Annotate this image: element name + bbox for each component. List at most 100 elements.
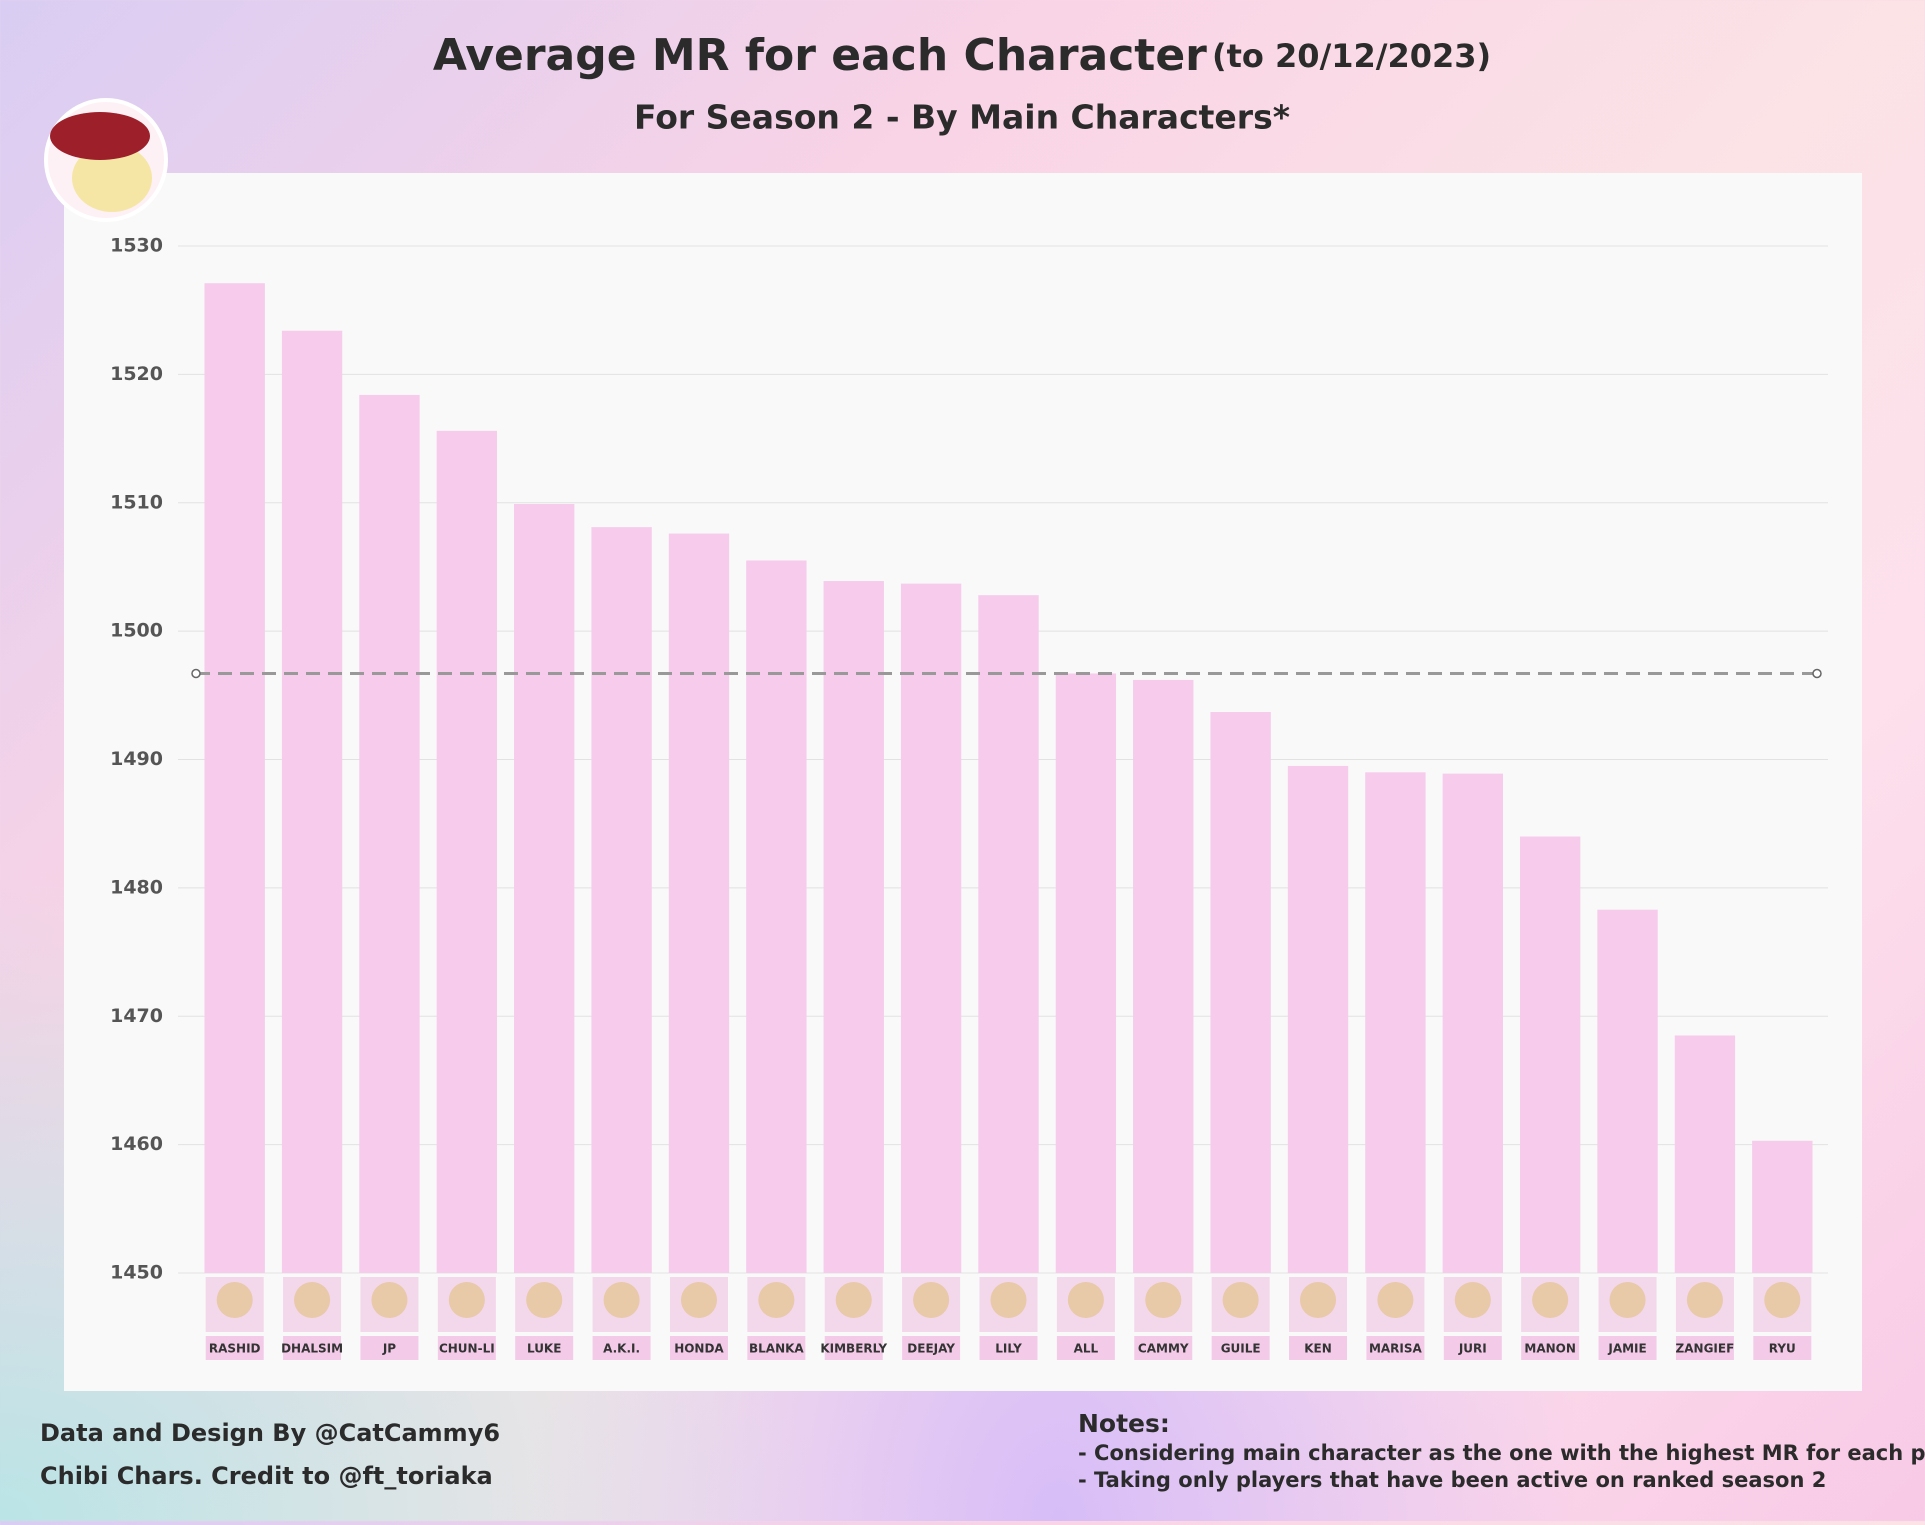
character-head [913, 1282, 950, 1318]
label-box [1675, 1336, 1734, 1360]
label-box [1598, 1336, 1657, 1360]
x-tick-label: JURI [1458, 1342, 1487, 1356]
bar [1597, 909, 1658, 1273]
x-tick-label: LILY [995, 1342, 1022, 1356]
label-box [1753, 1336, 1812, 1360]
label-box [902, 1336, 961, 1360]
plot: 1450 1460 1470 1480 1490 1500 1510 1520 1530 RASH… [110, 235, 1828, 1360]
label-box [824, 1336, 883, 1360]
x-tick-label: LUKE [527, 1342, 561, 1356]
character-head [1686, 1282, 1723, 1318]
bar [359, 394, 420, 1273]
character-head [1764, 1282, 1801, 1318]
credit-chibi: Chibi Chars. Credit to @ft_toriaka [40, 1462, 493, 1490]
title-date: (to 20/12/2023) [1212, 37, 1491, 75]
bar [1519, 836, 1581, 1273]
character-head [216, 1282, 253, 1318]
character-head [1222, 1282, 1259, 1318]
character-head [603, 1282, 640, 1318]
label-box [515, 1336, 574, 1360]
character-head [1145, 1282, 1182, 1318]
bar [668, 533, 730, 1273]
bar [281, 330, 343, 1273]
bar [1674, 1035, 1736, 1273]
bar [436, 430, 498, 1273]
character-head [1067, 1282, 1104, 1318]
y-tick-label: 1520 [110, 363, 163, 385]
x-tick-label: BLANKA [749, 1342, 804, 1356]
note: - Taking only players that have been act… [1078, 1468, 1826, 1492]
x-tick-label: CAMMY [1138, 1342, 1189, 1356]
label-box [1366, 1336, 1425, 1360]
avatar-face [72, 144, 152, 212]
subtitle: For Season 2 - By Main Characters* [634, 98, 1290, 137]
label-box [1056, 1336, 1115, 1360]
bar [1133, 679, 1194, 1273]
label-box [747, 1336, 806, 1360]
bar [1287, 765, 1349, 1273]
bar [900, 583, 962, 1273]
notes-title: Notes: [1078, 1409, 1170, 1438]
label-box [1289, 1336, 1348, 1360]
x-tick-label: KEN [1304, 1342, 1332, 1356]
bar [1752, 1140, 1813, 1273]
x-tick-label: GUILE [1221, 1342, 1261, 1356]
label-box [360, 1336, 419, 1360]
title: Average MR for each Character (to 20/12/… [433, 30, 1491, 81]
character-head [371, 1282, 408, 1318]
x-tick-label: ZANGIEF [1676, 1342, 1735, 1356]
bar [1365, 772, 1426, 1273]
label-box [437, 1336, 496, 1360]
note: - Considering main character as the one … [1078, 1441, 1925, 1465]
x-tick-label: MANON [1524, 1342, 1576, 1356]
bar [978, 595, 1039, 1273]
bar [1442, 773, 1503, 1273]
bar [514, 504, 575, 1273]
bar [591, 527, 652, 1273]
x-tick-label: RYU [1769, 1342, 1796, 1356]
y-tick-label: 1530 [110, 235, 163, 257]
y-tick-label: 1450 [110, 1262, 163, 1284]
label-box [1521, 1336, 1580, 1360]
character-head [835, 1282, 872, 1318]
x-tick-label: ALL [1074, 1342, 1099, 1356]
character-head [680, 1282, 717, 1318]
x-tick-label: KIMBERLY [820, 1342, 887, 1356]
y-tick-label: 1480 [110, 876, 163, 898]
x-tick-label: HONDA [674, 1342, 724, 1356]
character-head [1532, 1282, 1569, 1318]
x-tick-label: JP [382, 1342, 396, 1356]
y-tick-label: 1460 [110, 1133, 163, 1155]
bar [1210, 712, 1271, 1273]
reference-end [191, 668, 201, 679]
label-box [205, 1336, 264, 1360]
x-tick-label: DEEJAY [907, 1342, 955, 1356]
x-tick-label: A.K.I. [603, 1342, 640, 1356]
title-main: Average MR for each Character [433, 30, 1207, 81]
character-head [1454, 1282, 1491, 1318]
y-tick-label: 1510 [110, 491, 163, 513]
y-tick-label: 1490 [110, 748, 163, 770]
bar [204, 283, 265, 1273]
y-tick-label: 1500 [110, 620, 163, 642]
bar [746, 560, 807, 1273]
x-tick-label: RASHID [209, 1342, 261, 1356]
label-box [1211, 1336, 1270, 1360]
x-tick-label: DHALSIM [281, 1342, 343, 1356]
credit-data: Data and Design By @CatCammy6 [40, 1419, 500, 1447]
bar [823, 581, 884, 1273]
label-box [283, 1336, 342, 1360]
character-head [448, 1282, 485, 1318]
label-box [592, 1336, 651, 1360]
character-head [1300, 1282, 1337, 1318]
reference-end [1812, 668, 1822, 679]
character-head [990, 1282, 1027, 1318]
label-box [1134, 1336, 1193, 1360]
y-tick-label: 1470 [110, 1005, 163, 1027]
bar [1055, 673, 1117, 1273]
character-head [758, 1282, 795, 1318]
x-tick-label: MARISA [1369, 1342, 1423, 1356]
label-box [979, 1336, 1038, 1360]
